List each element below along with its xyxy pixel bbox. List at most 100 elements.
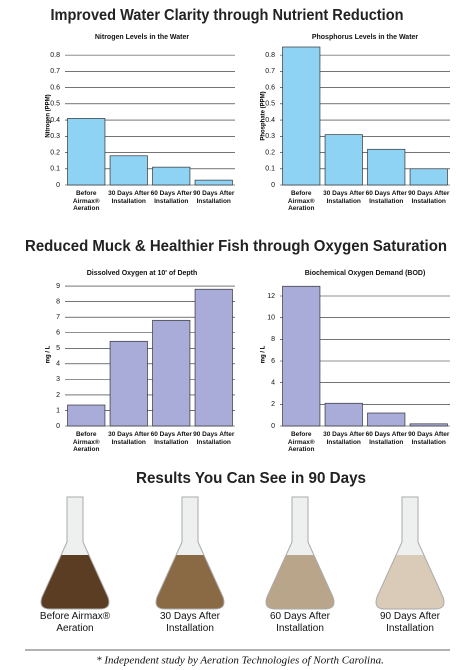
y-tick-label: 12: [267, 293, 275, 300]
chart-title: Biochemical Oxygen Demand (BOD): [305, 270, 426, 277]
x-tick-label: Before Airmax® Aeration: [287, 190, 315, 212]
x-tick-label: 60 Days After Installation: [150, 431, 192, 446]
chart-title: Dissolved Oxygen at 10' of Depth: [87, 270, 198, 277]
bar: [67, 118, 106, 186]
flask-caption: Before Airmax® Aeration: [39, 611, 111, 634]
flask-caption-box: Before Airmax® Aeration: [39, 611, 111, 634]
x-tick-label: Before Airmax® Aeration: [287, 431, 315, 453]
bar: [367, 412, 406, 427]
x-tick-label: 90 Days After Installation: [193, 431, 235, 446]
bar: [324, 402, 363, 427]
bar: [409, 423, 448, 427]
y-axis-label: mg / L: [46, 345, 52, 363]
x-tick-label: 60 Days After Installation: [365, 190, 407, 205]
y-axis-label: Phosphate (PPM): [261, 91, 267, 140]
flask-caption-box: 30 Days After Installation: [159, 611, 221, 634]
x-tick-label-box: 30 Days After Installation: [108, 190, 150, 205]
y-tick-label: 8: [56, 298, 60, 305]
bar: [409, 168, 448, 186]
y-tick-label: 0.1: [50, 166, 60, 173]
x-tick-label: 90 Days After Installation: [193, 190, 235, 205]
y-tick-label: 0.7: [50, 68, 60, 75]
y-tick-label: 5: [56, 345, 60, 352]
x-tick-label-box: 30 Days After Installation: [323, 431, 365, 446]
x-tick-label: 60 Days After Installation: [365, 431, 407, 446]
x-tick-label: Before Airmax® Aeration: [72, 190, 100, 212]
y-tick-label: 4: [56, 361, 60, 368]
flask-caption-box: 90 Days After Installation: [379, 611, 441, 634]
flask-caption: 60 Days After Installation: [269, 611, 331, 634]
x-tick-label-box: 90 Days After Installation: [408, 431, 450, 446]
y-axis-label: Nitrogen (PPM): [46, 94, 52, 137]
y-tick-label: 0.2: [265, 149, 275, 156]
flask-caption: 30 Days After Installation: [159, 611, 221, 634]
x-tick-label-box: 90 Days After Installation: [193, 431, 235, 446]
bar: [67, 404, 106, 427]
y-tick-label: 0.5: [50, 101, 60, 108]
bar: [152, 319, 191, 427]
x-tick-label-box: 60 Days After Installation: [150, 190, 192, 205]
flask: [40, 496, 110, 610]
y-tick-label: 0.4: [265, 117, 275, 124]
chart-title: Nitrogen Levels in the Water: [95, 34, 190, 41]
bar: [324, 134, 363, 186]
x-tick-label-box: 90 Days After Installation: [193, 190, 235, 205]
x-tick-label: 30 Days After Installation: [323, 431, 365, 446]
y-tick-label: 1: [56, 407, 60, 414]
flask-caption-box: 60 Days After Installation: [269, 611, 331, 634]
y-tick-label: 6: [271, 358, 275, 365]
bar: [109, 155, 148, 186]
x-tick-label-box: Before Airmax® Aeration: [287, 190, 315, 212]
y-tick-label: 0: [271, 182, 275, 189]
x-tick-label: 60 Days After Installation: [150, 190, 192, 205]
bar: [282, 46, 321, 186]
footnote: * Independent study by Aeration Technolo…: [96, 655, 384, 667]
y-tick-label: 0.4: [50, 117, 60, 124]
section-heading: Reduced Muck & Healthier Fish through Ox…: [25, 238, 447, 255]
y-tick-label: 0.5: [265, 101, 275, 108]
x-tick-label-box: Before Airmax® Aeration: [72, 431, 100, 453]
section-heading: Results You Can See in 90 Days: [136, 470, 366, 487]
bar: [152, 166, 191, 186]
y-tick-label: 3: [56, 376, 60, 383]
chart-title: Phosphorus Levels in the Water: [312, 34, 419, 41]
section-heading: Improved Water Clarity through Nutrient …: [51, 7, 404, 24]
flask-caption: 90 Days After Installation: [379, 611, 441, 634]
flask-row: [40, 496, 445, 610]
y-axis-label: mg / L: [261, 345, 267, 363]
y-tick-label: 7: [56, 314, 60, 321]
flask: [265, 496, 335, 610]
y-tick-label: 10: [267, 315, 275, 322]
x-tick-label-box: 90 Days After Installation: [408, 190, 450, 205]
bar: [367, 148, 406, 186]
x-tick-label: 30 Days After Installation: [108, 431, 150, 446]
y-tick-label: 8: [271, 336, 275, 343]
x-tick-label-box: 30 Days After Installation: [323, 190, 364, 205]
y-tick-label: 0.6: [50, 84, 60, 91]
y-tick-label: 0: [56, 182, 60, 189]
y-tick-label: 0.3: [50, 133, 60, 140]
x-tick-label-box: Before Airmax® Aeration: [72, 190, 100, 212]
x-tick-label-box: Before Airmax® Aeration: [287, 431, 315, 453]
x-tick-label: 90 Days After Installation: [408, 190, 450, 205]
y-tick-label: 0.7: [265, 68, 275, 75]
x-tick-label: 90 Days After Installation: [408, 431, 450, 446]
bar: [282, 285, 321, 427]
x-tick-label: 30 Days After Installation: [108, 190, 150, 205]
x-tick-label-box: 60 Days After Installation: [365, 190, 407, 205]
y-tick-label: 2: [271, 401, 275, 408]
y-tick-label: 2: [56, 392, 60, 399]
y-tick-label: 0: [271, 423, 275, 430]
x-tick-label: Before Airmax® Aeration: [72, 431, 100, 453]
y-tick-label: 0: [56, 423, 60, 430]
y-tick-label: 6: [56, 330, 60, 337]
y-tick-label: 0.8: [50, 52, 60, 59]
flask: [155, 496, 225, 610]
x-tick-label-box: 60 Days After Installation: [150, 431, 192, 446]
y-tick-label: 0.8: [265, 52, 275, 59]
y-tick-label: 0.6: [265, 84, 275, 91]
y-tick-label: 0.2: [50, 149, 60, 156]
bar: [194, 179, 233, 186]
bar: [194, 288, 233, 427]
